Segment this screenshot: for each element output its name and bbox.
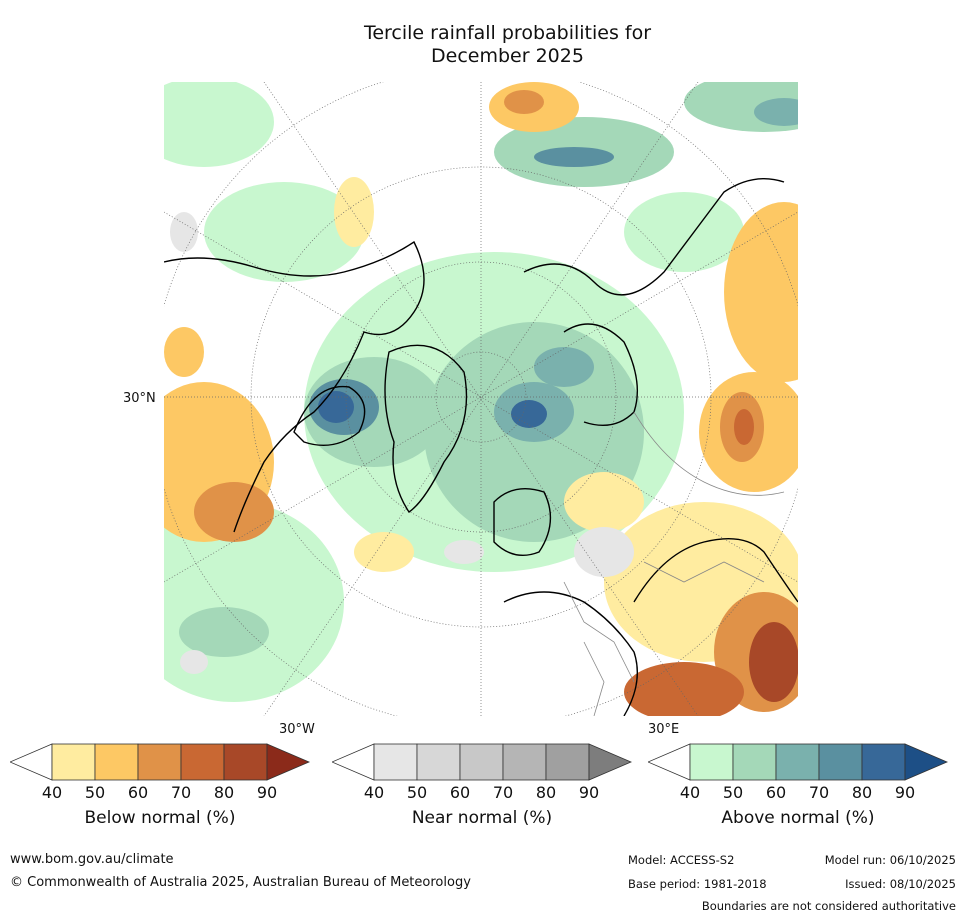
polar-map xyxy=(164,82,798,716)
near-swatch-6 xyxy=(588,743,633,781)
above-swatch-2 xyxy=(732,743,777,781)
lon-label-30w: 30°W xyxy=(279,722,315,737)
footer-base-period: Base period: 1981-2018 xyxy=(628,877,767,891)
colorbar-above-normal: 40 50 60 70 80 90 Above normal (%) xyxy=(646,743,949,828)
lon-label-30e: 30°E xyxy=(648,722,680,737)
tick-50: 50 xyxy=(722,783,744,802)
tick-40: 40 xyxy=(41,783,63,802)
tick-70: 70 xyxy=(170,783,192,802)
colorbar-below-normal: 40 50 60 70 80 90 Below normal (%) xyxy=(8,743,311,828)
footer-url[interactable]: www.bom.gov.au/climate xyxy=(10,852,174,867)
chart-title: Tercile rainfall probabilities for Decem… xyxy=(0,22,965,68)
colorbar-near-label: Near normal (%) xyxy=(411,808,553,828)
colorbar-below-swatches xyxy=(8,743,311,781)
colorbar-above-swatches xyxy=(646,743,949,781)
near-swatch-5 xyxy=(545,743,590,781)
lat-label-30n: 30°N xyxy=(123,391,156,406)
footer-model-run: Model run: 06/10/2025 xyxy=(824,853,956,867)
tick-60: 60 xyxy=(127,783,149,802)
above-swatch-1 xyxy=(689,743,734,781)
near-swatch-2 xyxy=(416,743,461,781)
title-line-2: December 2025 xyxy=(431,45,584,67)
tick-70: 70 xyxy=(808,783,830,802)
below-swatch-6 xyxy=(266,743,311,781)
colorbar-below-label: Below normal (%) xyxy=(84,808,236,828)
tick-90: 90 xyxy=(256,783,278,802)
below-swatch-2 xyxy=(94,743,139,781)
tick-70: 70 xyxy=(492,783,514,802)
tick-90: 90 xyxy=(894,783,916,802)
colorbar-near-normal: 40 50 60 70 80 90 Near normal (%) xyxy=(330,743,633,828)
footer-copyright: © Commonwealth of Australia 2025, Austra… xyxy=(10,875,471,890)
near-swatch-0 xyxy=(330,743,375,781)
tick-80: 80 xyxy=(535,783,557,802)
tick-40: 40 xyxy=(363,783,385,802)
colorbar-above-label: Above normal (%) xyxy=(721,808,875,828)
below-swatch-3 xyxy=(137,743,182,781)
near-swatch-4 xyxy=(502,743,547,781)
tick-50: 50 xyxy=(406,783,428,802)
near-swatch-1 xyxy=(373,743,418,781)
above-swatch-6 xyxy=(904,743,949,781)
graticule xyxy=(164,82,798,716)
above-swatch-3 xyxy=(775,743,820,781)
tick-80: 80 xyxy=(213,783,235,802)
tick-80: 80 xyxy=(851,783,873,802)
title-line-1: Tercile rainfall probabilities for xyxy=(363,22,652,44)
tick-60: 60 xyxy=(449,783,471,802)
footer-disclaimer: Boundaries are not considered authoritat… xyxy=(701,899,956,913)
above-swatch-4 xyxy=(818,743,863,781)
tick-40: 40 xyxy=(679,783,701,802)
below-swatch-0 xyxy=(8,743,53,781)
above-swatch-5 xyxy=(861,743,906,781)
tick-50: 50 xyxy=(84,783,106,802)
colorbar-near-swatches xyxy=(330,743,633,781)
above-swatch-0 xyxy=(646,743,691,781)
near-normal-regions xyxy=(170,212,634,674)
map-canvas xyxy=(164,82,798,716)
footer-model: Model: ACCESS-S2 xyxy=(628,853,735,867)
below-swatch-4 xyxy=(180,743,225,781)
below-swatch-1 xyxy=(51,743,96,781)
footer-issued: Issued: 08/10/2025 xyxy=(845,877,956,891)
tick-90: 90 xyxy=(578,783,600,802)
near-swatch-3 xyxy=(459,743,504,781)
coastlines xyxy=(164,177,798,716)
tick-60: 60 xyxy=(765,783,787,802)
below-swatch-5 xyxy=(223,743,268,781)
borders xyxy=(563,411,785,716)
